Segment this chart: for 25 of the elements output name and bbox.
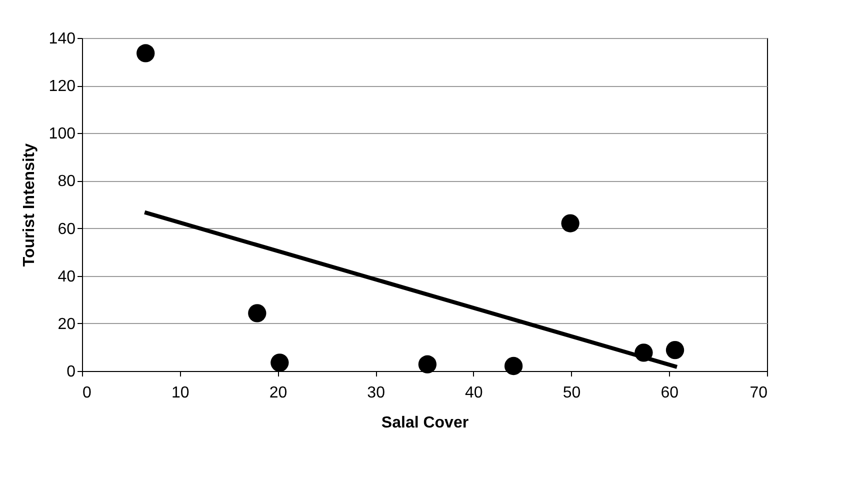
point: [666, 341, 684, 360]
y-tick-label: 0: [66, 364, 76, 380]
point: [418, 355, 437, 374]
x-tick-label: 10: [171, 384, 190, 402]
y-tick-label: 40: [58, 268, 76, 286]
x-axis-title: Salal Cover: [381, 414, 469, 432]
x-tick-label: 40: [465, 384, 483, 402]
y-axis-title: Tourist Intensity: [20, 143, 38, 267]
point: [136, 44, 155, 62]
y-tick-label: 100: [48, 126, 76, 143]
point: [561, 214, 580, 232]
point: [270, 354, 289, 372]
x-tick-label: 30: [367, 384, 386, 402]
x-tick-label: 0: [82, 384, 92, 402]
y-tick-label: 140: [48, 30, 76, 48]
point: [248, 304, 266, 322]
x-tick-label: 20: [269, 384, 288, 402]
x-tick-label: 70: [750, 384, 768, 402]
y-tick-label: 20: [58, 316, 76, 333]
y-tick-label: 60: [58, 220, 76, 238]
y-tick-label: 120: [48, 78, 76, 96]
x-tick-label: 50: [562, 384, 581, 402]
x-tick-label: 60: [660, 384, 679, 402]
point: [504, 356, 523, 376]
y-tick-label: 80: [58, 173, 76, 190]
